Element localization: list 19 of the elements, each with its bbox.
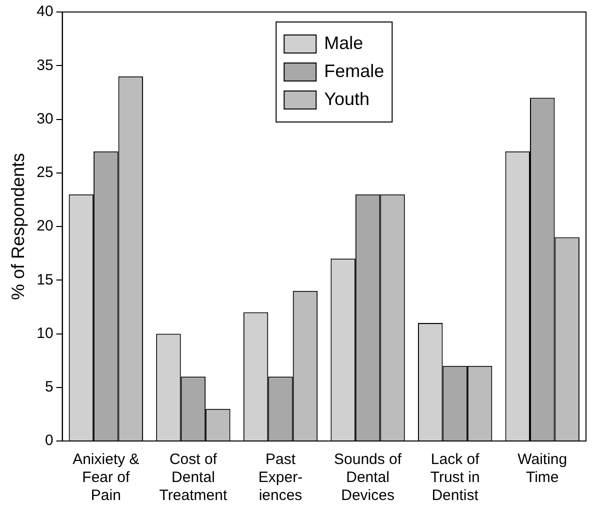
x-tick-label: Waiting Time [518,451,568,486]
legend-label: Youth [324,88,370,109]
legend-label: Female [324,60,384,81]
x-tick-label: Lack of Trust in Dentist [430,451,480,504]
x-tick-label: Past Exper- iences [258,451,303,504]
y-tick-label: 15 [36,271,54,288]
y-tick-label: 20 [36,218,54,235]
y-tick-label: 0 [44,432,54,450]
y-tick-label: 35 [36,56,54,74]
y-tick-label: 30 [36,110,54,128]
x-tick-label: Anixiety & Fear of Pain [72,451,140,504]
y-tick-label: 25 [36,164,54,182]
y-axis-title: % of Respondents [8,152,28,300]
y-tick-label: 5 [44,378,54,396]
y-tick-label: 10 [36,324,54,342]
y-tick-label: 40 [36,3,54,20]
x-tick-label: Cost of Dental Treatment [159,451,228,504]
x-tick-label: Sounds of Dental Devices [334,451,402,504]
legend-label: Male [324,32,364,53]
